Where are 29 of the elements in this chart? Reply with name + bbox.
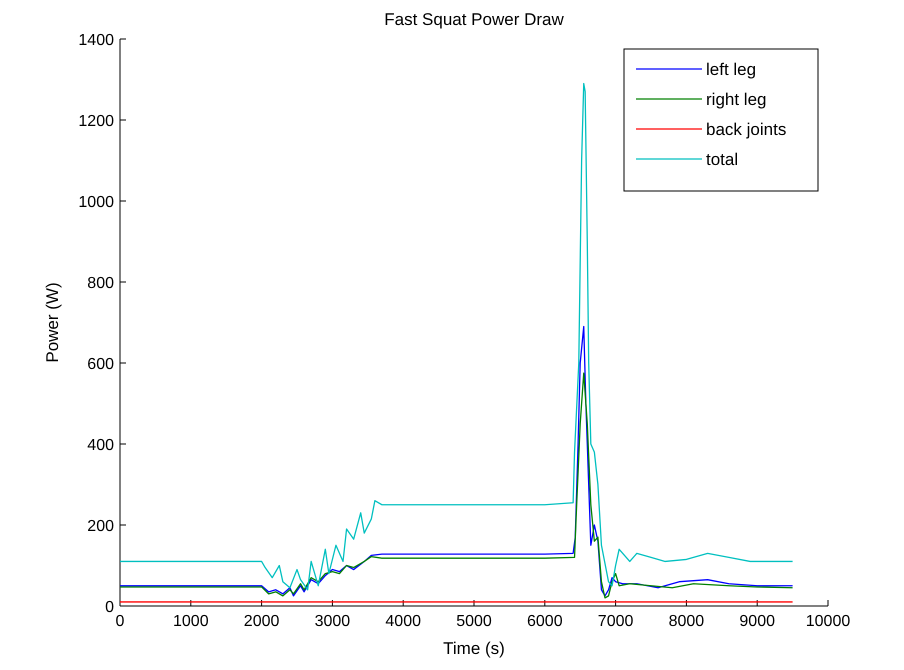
legend-label: total (706, 150, 738, 169)
x-tick-label: 0 (116, 613, 125, 630)
y-axis-title: Power (W) (43, 282, 62, 363)
y-tick-label: 1400 (78, 32, 114, 49)
x-tick-label: 3000 (314, 613, 350, 630)
chart-title: Fast Squat Power Draw (384, 10, 564, 29)
x-tick-label: 5000 (456, 613, 492, 630)
line-series (119, 82, 794, 590)
y-tick-label: 800 (87, 275, 114, 292)
y-tick-label: 0 (105, 599, 114, 616)
legend-label: left leg (706, 60, 756, 79)
x-tick-label: 8000 (668, 613, 704, 630)
y-tick-label: 1200 (78, 113, 114, 130)
line-series (119, 326, 794, 597)
x-tick-label: 4000 (385, 613, 422, 630)
x-tick-label: 2000 (244, 613, 280, 630)
legend-label: right leg (706, 90, 766, 109)
x-tick-label: 6000 (527, 613, 563, 630)
line-series (119, 372, 794, 599)
x-axis-title: Time (s) (443, 639, 505, 658)
legend-label: back joints (706, 120, 786, 139)
x-tick-label: 7000 (598, 613, 634, 630)
y-tick-label: 200 (87, 518, 114, 535)
x-tick-label: 9000 (739, 613, 776, 630)
y-tick-label: 600 (87, 356, 114, 373)
x-tick-label: 1000 (173, 613, 209, 630)
y-tick-label: 1000 (78, 194, 114, 211)
y-tick-label: 400 (87, 437, 114, 454)
x-tick-label: 10000 (806, 613, 850, 630)
